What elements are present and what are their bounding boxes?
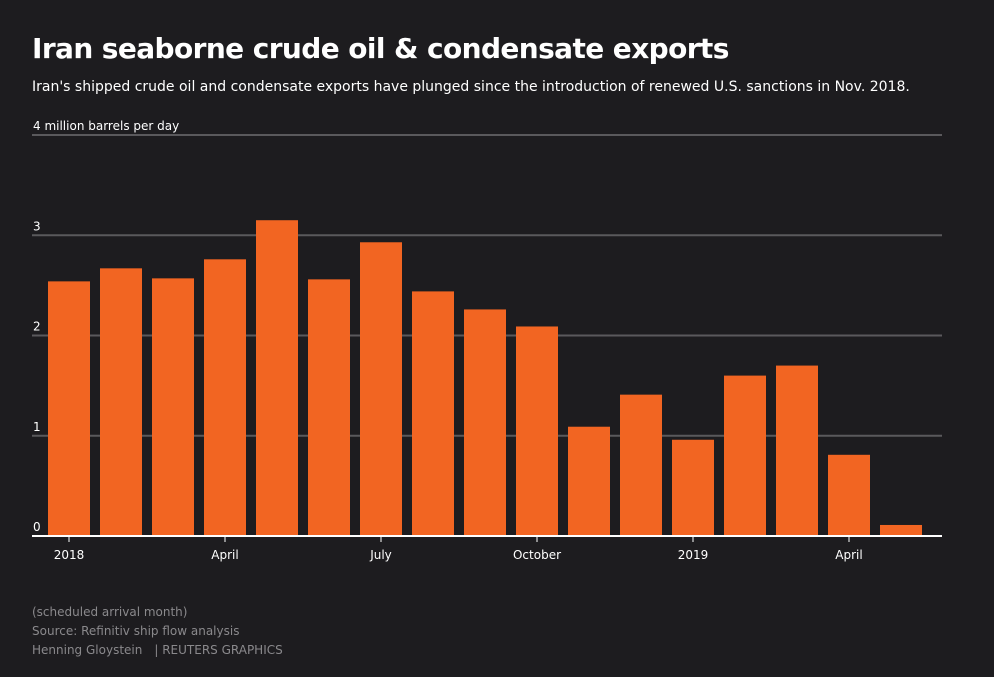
x-tick-label: October bbox=[513, 548, 561, 562]
bar bbox=[256, 220, 298, 536]
bar bbox=[620, 394, 662, 536]
bar bbox=[308, 279, 350, 536]
credit-line: Henning Gloystein | REUTERS GRAPHICS bbox=[32, 643, 283, 657]
bars bbox=[48, 220, 922, 536]
source-note: Source: Refinitiv ship flow analysis bbox=[32, 624, 240, 638]
y-tick-label: 1 bbox=[33, 420, 41, 434]
x-tick-label: 2018 bbox=[54, 548, 85, 562]
x-tick-label: July bbox=[369, 548, 392, 562]
chart-subtitle: Iran's shipped crude oil and condensate … bbox=[32, 79, 910, 95]
axes: 0 1 2 3 4 million barrels per day 2018 April Ju… bbox=[32, 119, 942, 562]
footnote: (scheduled arrival month) bbox=[32, 605, 188, 619]
author-name: Henning Gloystein bbox=[32, 643, 143, 657]
bar bbox=[48, 281, 90, 536]
bar bbox=[152, 278, 194, 536]
x-tick-label: April bbox=[211, 548, 238, 562]
x-tick-label: 2019 bbox=[678, 548, 709, 562]
bar bbox=[568, 426, 610, 536]
bar bbox=[672, 439, 714, 536]
y-tick-label: 3 bbox=[33, 219, 41, 233]
y-tick-label: 0 bbox=[33, 520, 41, 534]
bar bbox=[776, 365, 818, 536]
y-tick-label: 4 million barrels per day bbox=[33, 119, 179, 133]
bar bbox=[464, 309, 506, 536]
bar bbox=[828, 454, 870, 536]
bar bbox=[360, 242, 402, 536]
y-tick-label: 2 bbox=[33, 320, 41, 334]
bar bbox=[204, 259, 246, 536]
bar bbox=[100, 268, 142, 536]
x-tick-label: April bbox=[835, 548, 862, 562]
bar bbox=[516, 326, 558, 536]
bar bbox=[724, 375, 766, 536]
bar bbox=[412, 291, 454, 536]
chart-title: Iran seaborne crude oil & condensate exp… bbox=[32, 32, 729, 65]
bar bbox=[880, 524, 922, 536]
agency-name: | REUTERS GRAPHICS bbox=[154, 643, 283, 657]
